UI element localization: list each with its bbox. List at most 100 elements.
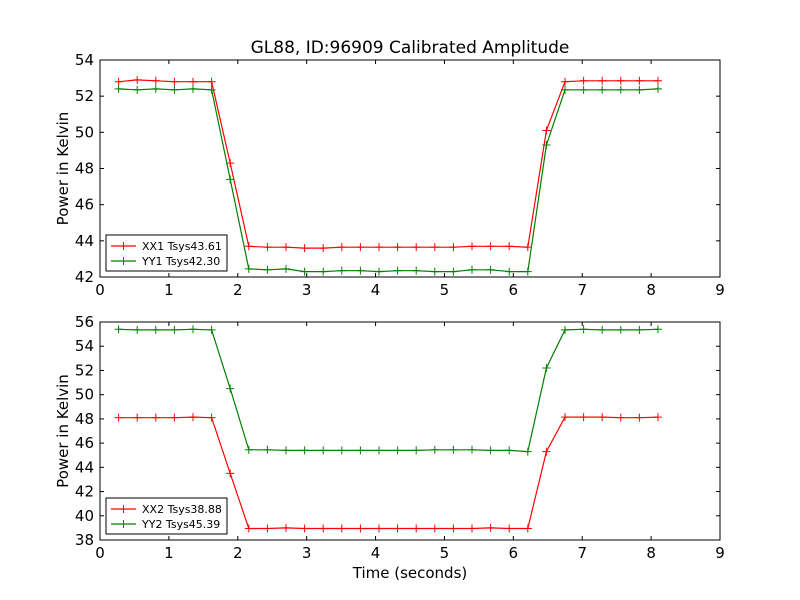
data-point-1-1-29: [635, 76, 644, 85]
data-point-2-2-2: [133, 325, 142, 334]
data-point-2-1-1: [114, 413, 123, 422]
data-point-1-1-12: [319, 244, 328, 253]
data-point-1-1-16: [393, 243, 402, 252]
data-point-2-2-30: [654, 325, 662, 334]
x-tick-label-1-2: 2: [233, 281, 243, 299]
subplot-2-series-group: [114, 325, 662, 533]
data-point-2-1-23: [523, 524, 532, 533]
data-point-2-1-2: [133, 413, 142, 422]
y-tick-label-1-46: 46: [75, 196, 94, 214]
y-tick-label-2-42: 42: [75, 483, 94, 501]
data-point-2-1-3: [151, 413, 160, 422]
data-point-1-1-6: [207, 77, 216, 86]
data-point-2-1-30: [654, 413, 662, 422]
data-point-2-1-9: [263, 524, 272, 533]
data-point-1-2-17: [412, 266, 421, 275]
data-point-1-2-6: [207, 85, 216, 94]
legend-box-2: [105, 497, 228, 535]
y-tick-label-2-56: 56: [75, 313, 94, 331]
data-point-1-2-20: [468, 265, 476, 274]
data-point-2-1-29: [635, 413, 644, 422]
data-point-2-2-26: [579, 325, 588, 334]
x-tick-label-2-2: 2: [233, 544, 243, 562]
data-point-1-1-13: [337, 243, 346, 252]
y-tick-label-2-54: 54: [75, 337, 94, 355]
x-tick-label-2-7: 7: [577, 544, 587, 562]
data-point-2-1-24: [542, 447, 551, 456]
x-tick-label-2-8: 8: [646, 544, 656, 562]
data-point-1-2-19: [449, 267, 458, 276]
data-point-1-2-21: [486, 265, 495, 274]
y-tick-label-1-54: 54: [75, 51, 94, 69]
data-point-2-2-20: [468, 445, 476, 454]
data-point-2-2-1: [114, 325, 123, 334]
data-point-1-2-25: [561, 85, 569, 94]
y-tick-label-2-38: 38: [75, 531, 94, 549]
data-point-2-1-6: [207, 413, 216, 422]
data-point-2-2-6: [207, 325, 216, 334]
data-point-2-2-18: [430, 445, 439, 454]
data-point-1-2-8: [244, 264, 253, 273]
data-point-2-1-15: [375, 524, 383, 533]
data-point-1-1-4: [170, 77, 179, 86]
data-point-2-2-10: [282, 446, 290, 455]
data-point-2-2-3: [151, 325, 160, 334]
data-point-1-2-26: [579, 85, 588, 94]
data-point-1-1-21: [486, 242, 495, 251]
subplot-1: 0 1 2 3 4 5 6 7 8 9 42 44 46 48 50 52 54 Power in Kelvin X…: [54, 51, 725, 299]
data-point-1-1-8: [244, 242, 253, 251]
y-tick-label-2-46: 46: [75, 434, 94, 452]
data-point-2-1-13: [337, 524, 346, 533]
data-point-2-1-10: [282, 523, 290, 532]
data-point-1-1-28: [616, 76, 625, 85]
data-point-2-1-21: [486, 523, 495, 532]
data-point-1-1-3: [151, 76, 160, 85]
data-point-2-2-17: [412, 446, 421, 455]
y-tick-label-2-48: 48: [75, 410, 94, 428]
data-point-1-2-7: [226, 175, 235, 184]
data-point-2-2-16: [393, 446, 402, 455]
data-point-1-1-1: [114, 77, 123, 86]
data-point-2-2-24: [542, 364, 551, 373]
y-tick-label-2-50: 50: [75, 386, 94, 404]
x-tick-label-1-9: 9: [715, 281, 725, 299]
data-point-1-2-13: [337, 266, 346, 275]
x-tick-label-1-3: 3: [302, 281, 312, 299]
data-point-2-2-21: [486, 446, 495, 455]
data-point-2-1-8: [244, 524, 253, 533]
data-point-1-2-29: [635, 85, 644, 94]
y-tick-label-2-52: 52: [75, 361, 94, 379]
legend-box-1: [105, 234, 228, 272]
data-point-1-1-18: [430, 243, 439, 252]
legend-2: XX2 Tsys38.88 YY2 Tsys45.39: [105, 497, 228, 535]
data-point-1-2-15: [375, 267, 383, 276]
y-tick-label-1-50: 50: [75, 123, 94, 141]
data-point-1-1-24: [542, 126, 551, 135]
data-point-2-2-9: [263, 445, 272, 454]
data-point-1-2-18: [430, 267, 439, 276]
data-point-1-2-30: [654, 84, 662, 93]
data-point-2-1-14: [356, 524, 365, 533]
x-tick-label-1-6: 6: [509, 281, 519, 299]
y-tick-label-1-52: 52: [75, 87, 94, 105]
chart-title: GL88, ID:96909 Calibrated Amplitude: [251, 38, 570, 58]
data-point-1-1-17: [412, 243, 421, 252]
x-tick-label-2-0: 0: [95, 544, 105, 562]
data-point-2-2-22: [505, 446, 514, 455]
data-point-2-1-19: [449, 524, 458, 533]
data-point-2-2-13: [337, 446, 346, 455]
data-point-1-1-27: [598, 76, 607, 85]
data-point-2-2-19: [449, 445, 458, 454]
legend-label-2-2: YY2 Tsys45.39: [141, 518, 220, 531]
legend-1: XX1 Tsys43.61 YY1 Tsys42.30: [105, 234, 228, 272]
y-axis-label-2: Power in Kelvin: [54, 374, 72, 488]
x-tick-label-1-8: 8: [646, 281, 656, 299]
data-point-1-1-26: [579, 76, 588, 85]
data-point-2-2-7: [226, 384, 235, 393]
data-point-2-2-12: [319, 446, 328, 455]
data-point-2-2-25: [561, 325, 569, 334]
data-point-1-1-10: [282, 243, 290, 252]
y-tick-label-1-48: 48: [75, 160, 94, 178]
y-tick-label-2-44: 44: [75, 458, 94, 476]
data-point-2-1-22: [505, 524, 514, 533]
